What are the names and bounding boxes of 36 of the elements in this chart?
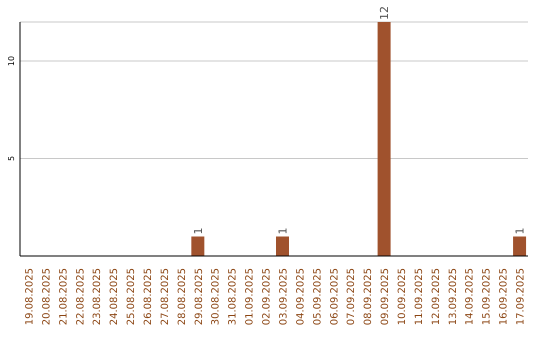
x-tick-label: 15.09.2025 <box>482 268 493 326</box>
x-tick-label: 26.08.2025 <box>143 268 154 326</box>
x-tick-label: 20.08.2025 <box>41 268 52 326</box>
x-tick-label: 28.08.2025 <box>176 268 188 326</box>
x-tick-label: 21.08.2025 <box>58 268 70 326</box>
x-tick-label: 08.09.2025 <box>363 268 374 326</box>
data-label: 1 <box>192 228 205 234</box>
x-tick-label: 27.08.2025 <box>160 268 171 326</box>
x-tick-label: 23.08.2025 <box>92 268 104 326</box>
x-tick-label: 10.09.2025 <box>397 268 408 326</box>
x-tick-label: 17.09.2025 <box>516 268 527 326</box>
x-tick-label: 24.08.2025 <box>109 268 120 326</box>
x-tick-label: 29.08.2025 <box>194 268 205 326</box>
x-tick-label: 13.09.2025 <box>448 268 459 326</box>
x-tick-label: 30.08.2025 <box>210 268 222 326</box>
x-tick-label: 16.09.2025 <box>498 268 510 326</box>
x-tick-label: 07.09.2025 <box>346 268 358 326</box>
y-tick-label: 10 <box>7 56 16 66</box>
x-tick-label: 31.08.2025 <box>228 268 239 326</box>
data-label: 1 <box>276 228 290 234</box>
x-tick-label: 09.09.2025 <box>380 268 392 326</box>
x-tick-label: 01.09.2025 <box>244 268 256 326</box>
x-tick-label: 05.09.2025 <box>312 268 324 326</box>
x-tick-label: 14.09.2025 <box>464 268 476 326</box>
x-tick-label: 22.08.2025 <box>75 268 86 326</box>
x-tick-label: 25.08.2025 <box>126 268 138 326</box>
data-label: 12 <box>378 6 392 20</box>
x-tick-label: 06.09.2025 <box>329 268 340 326</box>
x-tick-label: 11.09.2025 <box>414 268 425 326</box>
x-tick-label: 02.09.2025 <box>262 268 273 326</box>
x-tick-label: 19.08.2025 <box>24 268 36 326</box>
x-tick-label: 04.09.2025 <box>295 268 306 326</box>
y-tick-label: 5 <box>7 156 16 162</box>
x-tick-label: 12.09.2025 <box>430 268 442 326</box>
data-label: 1 <box>514 228 527 234</box>
x-tick-label: 03.09.2025 <box>278 268 290 326</box>
